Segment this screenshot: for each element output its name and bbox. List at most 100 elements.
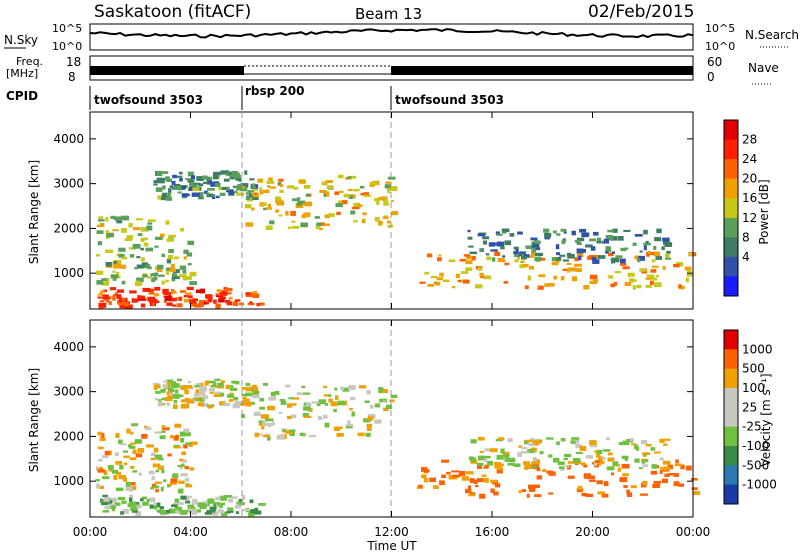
scatter-cell [171, 504, 178, 508]
scatter-cell [571, 230, 576, 236]
scatter-cell [494, 483, 501, 488]
scatter-cell [153, 276, 158, 281]
scatter-cell [205, 301, 209, 305]
scatter-cell [495, 231, 500, 235]
scatter-cell [513, 246, 519, 250]
scatter-cell [526, 493, 530, 498]
scatter-cell [121, 280, 126, 285]
scatter-cell [118, 439, 123, 445]
scatter-cell [277, 182, 282, 186]
scatter-cell [159, 435, 166, 440]
scatter-cell [654, 451, 661, 454]
scatter-cell [238, 302, 244, 306]
colorbar-tick-label: -500 [742, 458, 769, 472]
scatter-cell [470, 439, 477, 444]
scatter-cell [191, 511, 198, 515]
scatter-cell [132, 449, 137, 454]
scatter-cell [574, 257, 579, 262]
scatter-cell [513, 251, 519, 255]
scatter-cell [606, 466, 615, 471]
scatter-cell [167, 453, 172, 457]
scatter-cell [620, 258, 626, 264]
scatter-cell [129, 290, 137, 294]
scatter-cell [245, 192, 252, 195]
scatter-cell [133, 227, 141, 231]
scatter-cell [439, 272, 444, 277]
scatter-cell [296, 392, 303, 396]
scatter-cell [141, 496, 148, 500]
scatter-cell [164, 296, 172, 301]
scatter-cell [601, 493, 609, 498]
scatter-cell [645, 444, 652, 447]
scatter-cell [179, 265, 186, 270]
scatter-cell [190, 302, 198, 307]
scatter-cell [583, 464, 588, 468]
scatter-cell [267, 185, 271, 188]
scatter-cell [382, 389, 388, 394]
nsearch-tick-top: 10^5 [705, 22, 735, 35]
scatter-cell [468, 494, 475, 497]
scatter-cell [158, 399, 162, 402]
scatter-cell [369, 181, 377, 185]
scatter-cell [224, 494, 233, 498]
scatter-cell [646, 274, 655, 280]
scatter-cell [663, 438, 671, 441]
scatter-cell [305, 193, 310, 197]
scatter-cell [168, 234, 177, 238]
scatter-cell [166, 220, 170, 225]
scatter-cell [651, 464, 657, 469]
scatter-cell [580, 462, 586, 466]
scatter-cell [166, 302, 173, 306]
scatter-cell [140, 227, 149, 232]
scatter-cell [517, 452, 523, 458]
scatter-cell [108, 503, 116, 508]
colorbar-swatch [724, 465, 738, 486]
scatter-cell [258, 503, 266, 506]
scatter-cell [220, 495, 225, 498]
scatter-cell [187, 179, 195, 183]
scatter-cell [225, 186, 230, 191]
scatter-cell [605, 437, 610, 441]
scatter-cell [135, 453, 143, 458]
scatter-cell [97, 241, 102, 246]
scatter-cell [141, 262, 149, 267]
scatter-cell [190, 175, 195, 180]
scatter-cell [200, 288, 206, 294]
scatter-cell [299, 180, 306, 184]
scatter-cell [101, 455, 109, 458]
scatter-cell [234, 401, 243, 405]
scatter-cell [292, 397, 300, 400]
scatter-cell [558, 466, 565, 469]
scatter-cell [649, 280, 654, 285]
scatter-cell [575, 443, 582, 449]
scatter-cell [121, 215, 129, 221]
scatter-cell [485, 253, 490, 256]
scatter-cell [553, 457, 560, 463]
scatter-cell [652, 277, 658, 281]
scatter-cell [161, 427, 170, 431]
scatter-cell [525, 245, 532, 249]
scatter-cell [229, 385, 234, 388]
scatter-cell [110, 274, 119, 279]
scatter-cell [616, 464, 620, 467]
scatter-cell [97, 296, 103, 299]
scatter-cell [664, 473, 670, 477]
scatter-cell [349, 408, 353, 411]
scatter-cell [241, 495, 246, 501]
scatter-cell [378, 388, 384, 394]
scatter-cell [477, 233, 485, 237]
scatter-cell [279, 399, 286, 402]
scatter-cell [477, 266, 482, 271]
scatter-cell [347, 420, 351, 425]
scatter-cell [216, 195, 220, 199]
scatter-cell [574, 239, 581, 243]
scatter-cell [385, 404, 393, 410]
scatter-cell [157, 465, 164, 470]
scatter-cell [151, 277, 156, 283]
scatter-cell [180, 385, 187, 390]
scatter-cell [262, 189, 270, 193]
scatter-cell [182, 459, 188, 463]
scatter-cell [556, 441, 560, 445]
scatter-cell [138, 298, 147, 301]
scatter-cell [361, 218, 366, 224]
